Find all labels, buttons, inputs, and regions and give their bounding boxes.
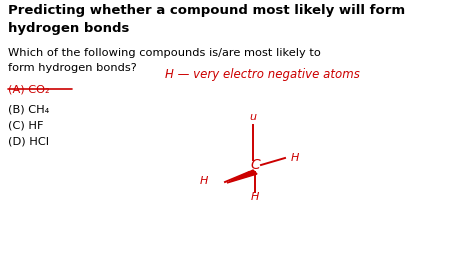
Text: C: C <box>250 158 260 172</box>
Text: (C) HF: (C) HF <box>8 120 44 130</box>
Polygon shape <box>227 170 257 183</box>
Text: H: H <box>200 176 209 186</box>
Text: H: H <box>251 192 259 202</box>
Text: hydrogen bonds: hydrogen bonds <box>8 22 129 35</box>
Text: Which of the following compounds is/are most likely to: Which of the following compounds is/are … <box>8 48 321 58</box>
Text: (B) CH₄: (B) CH₄ <box>8 104 49 114</box>
Text: u: u <box>249 112 256 122</box>
Text: Predicting whether a compound most likely will form: Predicting whether a compound most likel… <box>8 4 405 17</box>
Text: (D) HCl: (D) HCl <box>8 136 49 146</box>
Text: H: H <box>291 153 300 163</box>
Text: H — very electro negative atoms: H — very electro negative atoms <box>165 68 360 81</box>
Text: (A) CO₂: (A) CO₂ <box>8 84 50 94</box>
Text: form hydrogen bonds?: form hydrogen bonds? <box>8 63 137 73</box>
